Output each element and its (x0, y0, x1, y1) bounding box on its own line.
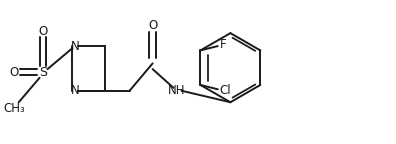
Text: N: N (70, 40, 79, 53)
Text: O: O (148, 19, 157, 32)
Text: Cl: Cl (219, 84, 231, 97)
Text: N: N (70, 84, 79, 97)
Text: O: O (38, 25, 48, 38)
Text: S: S (39, 66, 47, 78)
Text: CH₃: CH₃ (4, 102, 25, 114)
Text: F: F (220, 38, 227, 51)
Text: O: O (10, 66, 19, 78)
Text: NH: NH (168, 84, 186, 97)
